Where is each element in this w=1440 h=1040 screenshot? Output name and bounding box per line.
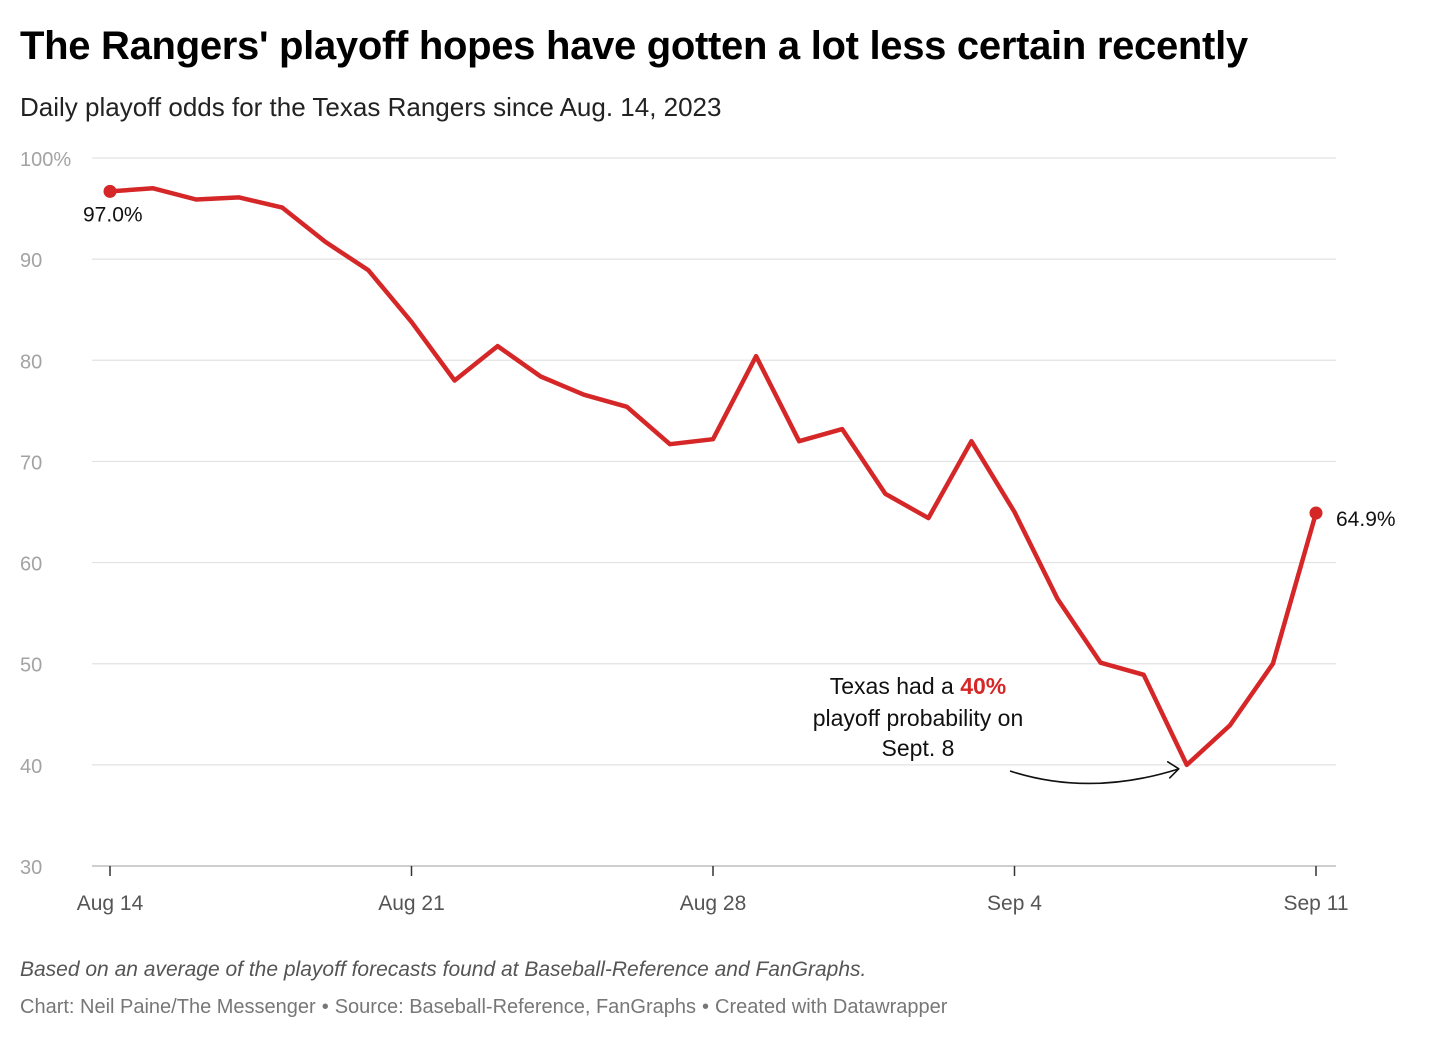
annotation-line-1: Texas had a 40% xyxy=(830,673,1006,699)
y-tick-label: 100% xyxy=(20,149,71,171)
chart-note: Based on an average of the playoff forec… xyxy=(20,958,867,981)
y-tick-label: 40 xyxy=(20,756,42,778)
annotation-highlight: 40% xyxy=(960,673,1006,699)
start-point-marker xyxy=(103,184,117,198)
y-tick-label: 60 xyxy=(20,554,42,576)
annotation-arrow xyxy=(1009,768,1180,785)
chart-credit: Chart: Neil Paine/The Messenger xyxy=(20,996,316,1018)
x-tick-label: Sep 11 xyxy=(1284,892,1349,915)
created-with-credit: Created with Datawrapper xyxy=(715,996,948,1018)
y-tick-label: 30 xyxy=(20,857,42,879)
x-tick-label: Aug 21 xyxy=(378,892,445,915)
chart-title: The Rangers' playoff hopes have gotten a… xyxy=(20,24,1248,68)
annotation-line-3: Sept. 8 xyxy=(882,735,955,761)
footer-separator: • xyxy=(321,996,329,1018)
annotation-line-2: playoff probability on xyxy=(813,705,1024,731)
chart-footer: Chart: Neil Paine/The Messenger • Source: … xyxy=(20,992,1420,1022)
start-value-label: 97.0% xyxy=(83,203,143,226)
end-point-marker xyxy=(1309,506,1323,520)
source-credit: Source: Baseball-Reference, FanGraphs xyxy=(334,996,697,1018)
x-tick-label: Sep 4 xyxy=(987,892,1042,915)
series-line xyxy=(107,186,1319,768)
y-tick-label: 90 xyxy=(20,250,42,272)
annotation-arrowhead xyxy=(1166,761,1180,779)
footer-separator: • xyxy=(702,996,710,1018)
y-tick-label: 80 xyxy=(20,351,42,373)
line-chart: 30 40 50 60 70 80 90 100% Aug 14 Aug 21 Aug 28 Sep … xyxy=(20,149,1396,915)
x-tick-label: Aug 14 xyxy=(77,892,144,915)
x-tick-label: Aug 28 xyxy=(680,892,747,915)
chart-subtitle: Daily playoff odds for the Texas Rangers… xyxy=(20,92,722,122)
end-value-label: 64.9% xyxy=(1336,508,1396,531)
y-tick-label: 70 xyxy=(20,452,42,474)
y-tick-label: 50 xyxy=(20,655,42,677)
